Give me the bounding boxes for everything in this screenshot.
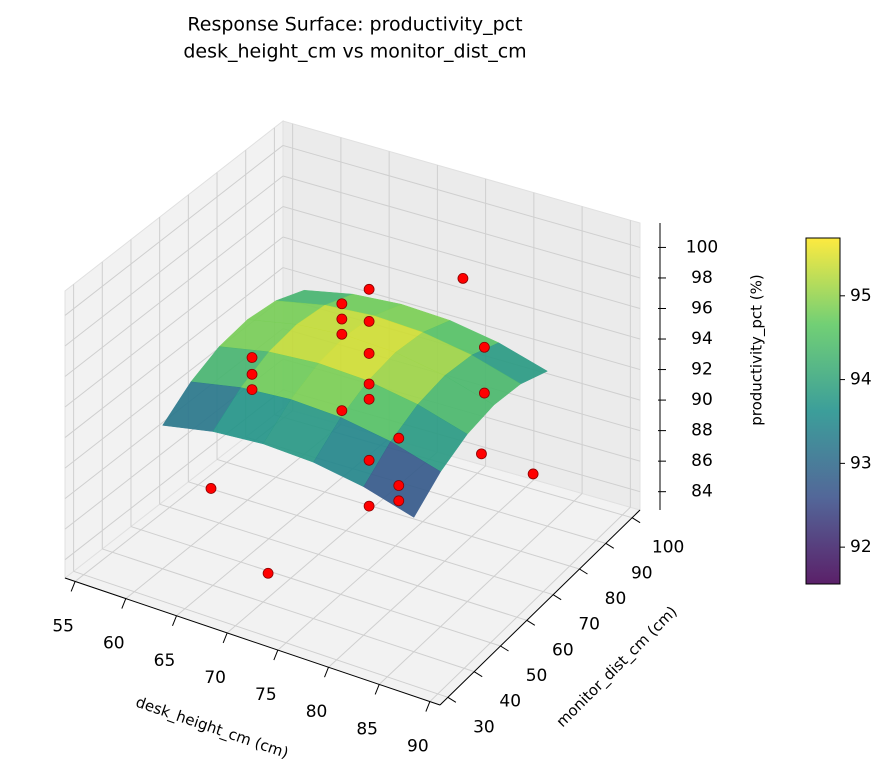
colorbar-tick-label: 93 (850, 453, 872, 473)
grid-line (64, 175, 284, 347)
y-tick-mark (500, 645, 509, 652)
z-tick-label: 98 (691, 268, 713, 288)
x-tick-label: 75 (255, 685, 277, 705)
y-axis-label: monitor_dist_cm (cm) (553, 603, 682, 732)
data-point (363, 454, 375, 466)
y-tick-label: 70 (578, 615, 600, 635)
grid-line (64, 206, 284, 377)
surface-patch (363, 441, 441, 518)
y-tick-mark (631, 517, 641, 524)
y-tick-label: 30 (473, 717, 495, 737)
y-tick-label: 60 (552, 640, 574, 660)
grid-line (64, 236, 284, 408)
x-tick-mark (273, 649, 279, 661)
x-tick-label: 80 (306, 702, 328, 722)
data-point (527, 468, 539, 480)
grid-line (378, 493, 583, 685)
data-point (262, 567, 274, 579)
grid-line (277, 465, 486, 651)
z-axis-label: productivity_pct (%) (748, 274, 767, 426)
chart-title: Response Surface: productivity_pct (187, 14, 522, 36)
grid-line (282, 206, 641, 309)
data-point (457, 272, 469, 284)
data-point (393, 432, 405, 444)
colorbar (805, 237, 841, 585)
data-point (478, 341, 490, 353)
y-tick-mark (579, 568, 588, 575)
x-tick-label: 70 (204, 668, 226, 688)
data-point (478, 387, 490, 399)
grid-line (429, 506, 631, 702)
colorbar-tick-label: 95 (850, 286, 872, 306)
z-tick-label: 92 (691, 360, 713, 380)
data-point (246, 368, 258, 380)
grid-line (282, 144, 641, 248)
z-tick-label: 90 (691, 390, 713, 410)
data-point (363, 393, 375, 405)
x-tick-label: 90 (407, 737, 429, 757)
y-tick-mark (526, 619, 536, 626)
data-point (246, 352, 258, 363)
x-axis-line (64, 577, 441, 706)
y-tick-label: 40 (499, 692, 521, 712)
grid-line (102, 548, 475, 673)
grid-line (282, 236, 641, 340)
z-tick-label: 86 (691, 451, 713, 471)
z-tick-label: 84 (691, 482, 713, 502)
chart-subtitle: desk_height_cm vs monitor_dist_cm (183, 41, 526, 63)
colorbar-tick-label: 94 (850, 370, 872, 390)
y-tick-mark (552, 594, 562, 601)
data-point (336, 328, 348, 340)
data-point (336, 313, 348, 325)
x-tick-mark (324, 667, 329, 678)
grid-line (159, 503, 527, 621)
data-point (336, 298, 348, 310)
y-tick-label: 90 (631, 563, 653, 583)
data-point (205, 483, 217, 494)
grid-line (282, 267, 641, 371)
z-tick-label: 96 (691, 298, 713, 318)
data-point (363, 348, 375, 359)
colorbar-tick-label: 92 (850, 537, 872, 557)
data-point (476, 448, 487, 460)
data-point (363, 500, 375, 512)
z-tick-label: 100 (686, 237, 718, 257)
y-tick-label: 100 (652, 538, 684, 558)
grid-line (216, 458, 580, 570)
x-tick-mark (70, 581, 76, 592)
x-tick-label: 85 (356, 719, 378, 739)
data-point (363, 315, 375, 327)
grid-line (188, 481, 554, 596)
grid-line (130, 526, 501, 647)
data-point (393, 495, 405, 507)
z-tick-label: 94 (691, 329, 713, 349)
x-tick-mark (425, 701, 431, 712)
x-tick-mark (222, 632, 228, 644)
grid-line (328, 479, 535, 668)
x-tick-mark (172, 615, 177, 626)
grid-line (73, 570, 449, 698)
data-point (246, 384, 258, 395)
data-point (393, 480, 405, 491)
y-axis-line (439, 509, 641, 706)
x-tick-label: 65 (154, 651, 176, 671)
grid-line (64, 145, 284, 316)
data-point (363, 378, 375, 390)
y-tick-label: 50 (526, 666, 548, 686)
y-tick-mark (605, 542, 615, 549)
x-tick-label: 55 (52, 616, 74, 636)
z-tick-label: 88 (691, 421, 713, 441)
y-tick-mark (447, 696, 457, 703)
data-point (336, 405, 348, 417)
grid-line (64, 267, 284, 438)
y-tick-mark (473, 671, 483, 678)
x-tick-mark (374, 684, 380, 695)
data-point (363, 283, 375, 295)
x-tick-mark (121, 598, 127, 609)
grid-line (282, 175, 641, 279)
y-tick-label: 80 (605, 589, 627, 609)
x-tick-label: 60 (103, 634, 125, 654)
